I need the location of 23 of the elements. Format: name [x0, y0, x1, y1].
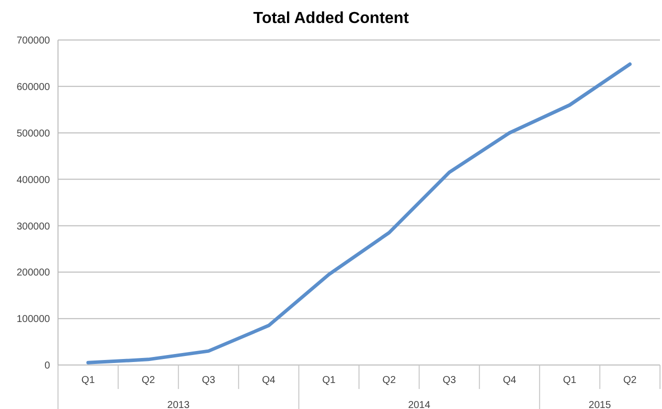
y-tick-label: 700000	[16, 36, 50, 47]
x-tick-label: Q1	[563, 375, 577, 386]
x-tick-label: Q2	[142, 375, 156, 386]
y-tick-label: 0	[44, 360, 50, 372]
chart-title: Total Added Content	[252, 10, 410, 28]
text: 2015	[588, 400, 612, 409]
text: 2013	[167, 400, 190, 409]
y-tick-label: 300000	[16, 221, 50, 232]
x-tick-label: Q3	[442, 375, 456, 386]
y-tick-label: 500000	[16, 128, 50, 140]
x-tick-label: Q2	[623, 375, 638, 386]
y-tick-label: 200000	[16, 268, 50, 279]
x-tick-label: Q1	[81, 375, 96, 386]
x-tick-label: Q2	[382, 375, 396, 386]
x-tick-label: Q4	[262, 375, 276, 386]
y-tick-label: 600000	[16, 82, 50, 93]
x-tick-label: Q4	[502, 375, 517, 386]
y-tick-label: 100000	[16, 314, 50, 326]
x-tick-label: Q3	[202, 375, 216, 386]
x-tick-label: Q1	[322, 375, 336, 386]
line-series	[86, 62, 632, 364]
text: 2014	[408, 400, 431, 409]
y-tick-label: 400000	[16, 174, 50, 186]
